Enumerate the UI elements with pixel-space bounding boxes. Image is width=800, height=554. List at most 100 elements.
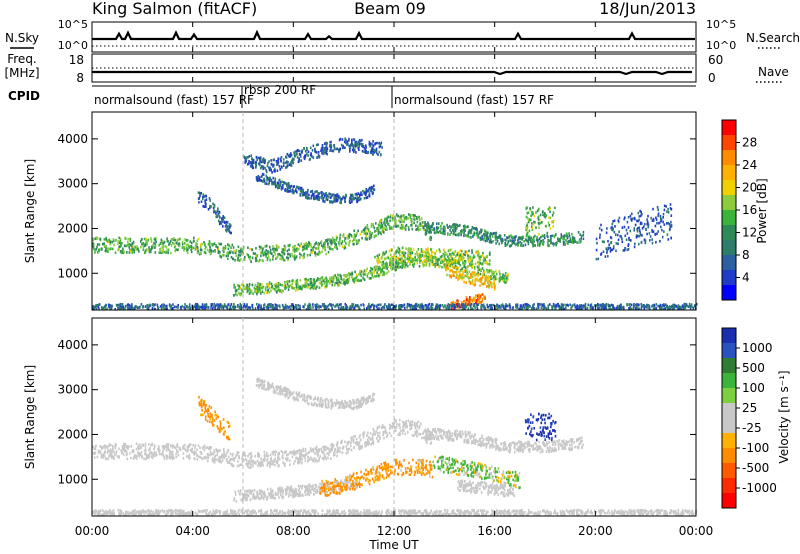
- power-data-point: [438, 305, 441, 308]
- power-data-point: [184, 238, 186, 241]
- power-data-point: [378, 259, 380, 263]
- power-data-point: [305, 196, 307, 199]
- power-data-point: [318, 192, 321, 195]
- power-data-point: [207, 243, 210, 246]
- power-data-point: [455, 260, 458, 263]
- power-data-point: [493, 271, 495, 274]
- power-data-point: [277, 284, 280, 288]
- power-data-point: [506, 274, 508, 278]
- power-data-point: [427, 247, 429, 250]
- power-data-point: [272, 181, 274, 184]
- power-data-point: [341, 138, 344, 141]
- power-data-point: [185, 238, 188, 242]
- power-data-point: [657, 208, 659, 212]
- power-data-point: [532, 306, 534, 309]
- power-data-point: [324, 277, 326, 281]
- power-data-point: [168, 243, 170, 246]
- power-data-point: [162, 242, 164, 246]
- power-data-point: [400, 224, 403, 227]
- power-data-point: [453, 251, 455, 254]
- power-data-point: [367, 189, 370, 192]
- power-data-point: [332, 276, 335, 279]
- power-data-point: [540, 235, 542, 239]
- power-data-point: [354, 235, 356, 239]
- nsearch-tick-top: 10^5: [706, 18, 736, 31]
- power-data-point: [431, 250, 434, 254]
- power-data-point: [304, 193, 307, 197]
- power-data-point: [261, 251, 263, 254]
- power-data-point: [570, 306, 572, 310]
- power-data-point: [320, 240, 323, 243]
- power-data-point: [166, 249, 168, 252]
- power-data-point: [302, 190, 304, 194]
- power-data-point: [92, 243, 95, 247]
- power-data-point: [161, 303, 163, 307]
- power-data-point: [460, 231, 462, 235]
- power-data-point: [463, 307, 466, 310]
- power-data-point: [114, 308, 116, 311]
- power-data-point: [423, 250, 425, 254]
- power-data-point: [366, 267, 368, 271]
- power-data-point: [490, 241, 493, 244]
- power-data-point: [572, 237, 574, 241]
- power-data-point: [293, 287, 296, 290]
- power-data-point: [602, 250, 605, 253]
- power-data-point: [579, 241, 581, 244]
- power-data-point: [358, 239, 360, 242]
- power-data-point: [368, 236, 371, 240]
- power-data-point: [657, 212, 660, 215]
- power-data-point: [553, 242, 555, 246]
- power-data-point: [466, 225, 469, 228]
- power-data-point: [598, 227, 601, 230]
- power-data-point: [282, 252, 284, 256]
- power-data-point: [299, 256, 301, 259]
- power-data-point: [109, 240, 112, 244]
- power-data-point: [212, 202, 214, 206]
- power-data-point: [339, 137, 342, 141]
- power-data-point: [178, 242, 181, 245]
- power-data-point: [415, 224, 417, 227]
- power-data-point: [370, 189, 372, 193]
- power-data-point: [464, 263, 466, 266]
- power-data-point: [331, 278, 333, 281]
- power-data-point: [469, 258, 472, 262]
- power-data-point: [504, 274, 506, 278]
- power-data-point: [454, 225, 457, 228]
- power-data-point: [459, 249, 461, 252]
- power-data-point: [265, 291, 268, 294]
- power-data-point: [488, 281, 490, 285]
- power-data-point: [200, 248, 203, 252]
- power-data-point: [293, 258, 296, 261]
- power-data-point: [535, 307, 538, 311]
- power-data-point: [256, 302, 258, 306]
- power-data-point: [418, 215, 420, 219]
- power-data-point: [108, 305, 110, 309]
- power-data-point: [141, 306, 144, 309]
- power-data-point: [547, 208, 550, 211]
- power-data-point: [454, 305, 457, 309]
- power-data-point: [225, 223, 227, 227]
- power-data-point: [289, 253, 291, 256]
- power-data-point: [496, 236, 498, 239]
- power-data-point: [255, 289, 257, 293]
- power-data-point: [375, 222, 377, 225]
- power-data-point: [161, 245, 164, 249]
- power-data-point: [348, 275, 351, 278]
- power-data-point: [218, 222, 221, 226]
- power-data-point: [200, 192, 202, 195]
- power-data-point: [307, 285, 309, 289]
- power-data-point: [364, 270, 366, 273]
- power-data-point: [315, 151, 318, 154]
- power-data-point: [499, 273, 502, 276]
- power-data-point: [489, 235, 491, 238]
- power-data-point: [285, 189, 287, 193]
- power-data-point: [386, 218, 388, 221]
- power-data-point: [220, 222, 223, 225]
- power-data-point: [370, 266, 372, 270]
- power-data-point: [436, 230, 438, 234]
- power-data-point: [633, 302, 635, 306]
- power-data-point: [160, 238, 163, 242]
- power-data-point: [368, 143, 371, 146]
- power-data-point: [157, 306, 160, 310]
- power-data-point: [410, 224, 412, 227]
